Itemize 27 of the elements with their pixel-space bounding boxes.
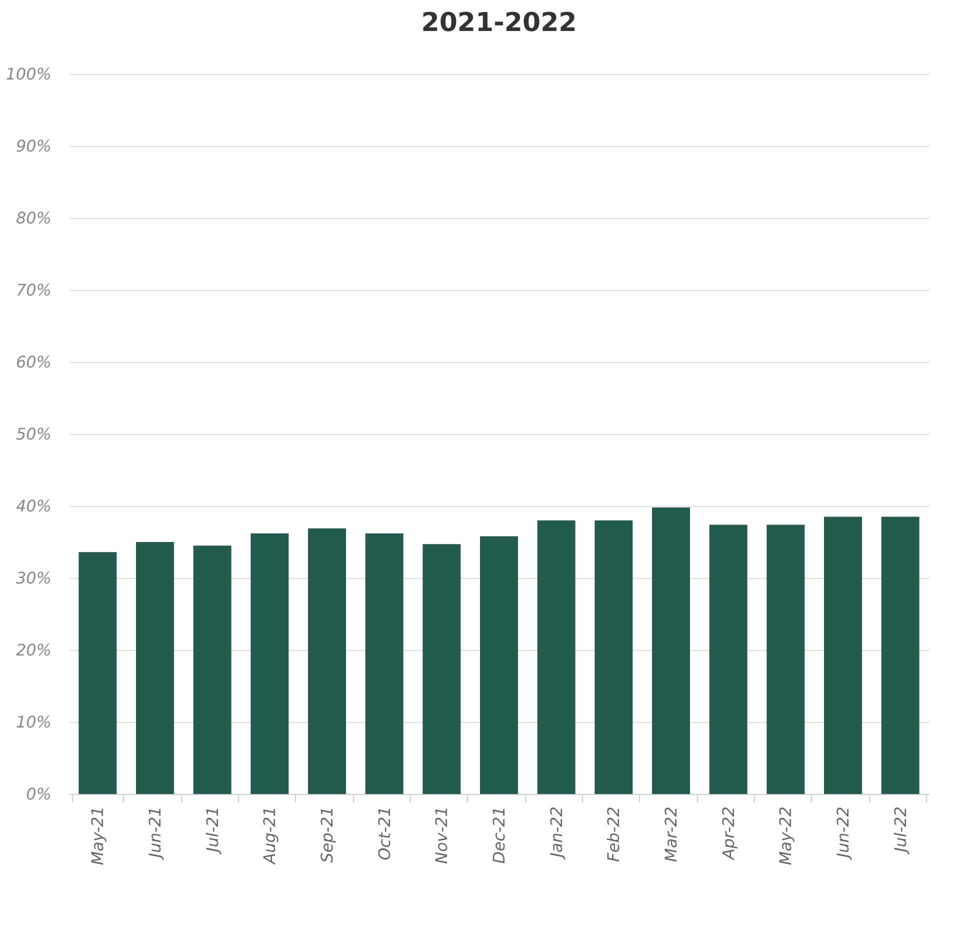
y-tick-label: 20%	[16, 640, 52, 660]
y-tick-label: 80%	[16, 208, 52, 228]
y-tick-label: 30%	[16, 568, 52, 588]
x-tick-label: Dec-21	[490, 806, 508, 864]
x-tick-label: Oct-21	[374, 806, 394, 860]
y-tick-label: 70%	[16, 280, 52, 300]
x-tick-label: Mar-22	[662, 806, 680, 862]
y-tick-label: 0%	[26, 784, 52, 804]
x-tick-label: Feb-22	[604, 806, 624, 862]
x-tick-label: May-21	[88, 806, 108, 866]
y-tick-label: 90%	[16, 136, 52, 156]
x-tick-label: Jun-21	[146, 806, 164, 861]
x-tick-label: May-22	[776, 806, 796, 866]
x-tick-label: Nov-21	[432, 806, 452, 864]
chart-title: 2021-2022	[421, 8, 577, 38]
x-tick-label: Jun-22	[834, 806, 852, 861]
x-tick-label: Jul-22	[890, 806, 910, 855]
y-tick-label: 60%	[16, 352, 52, 372]
x-tick-label: Jul-21	[202, 806, 222, 855]
x-tick-label: Sep-21	[318, 806, 336, 863]
x-tick-label: Apr-22	[718, 806, 738, 860]
x-tick-label: Aug-21	[260, 806, 280, 865]
y-tick-label: 10%	[16, 712, 52, 732]
y-tick-label: 50%	[16, 424, 52, 444]
x-tick-label: Jan-22	[546, 806, 566, 860]
y-tick-label: 100%	[6, 64, 52, 84]
y-tick-label: 40%	[16, 496, 52, 516]
